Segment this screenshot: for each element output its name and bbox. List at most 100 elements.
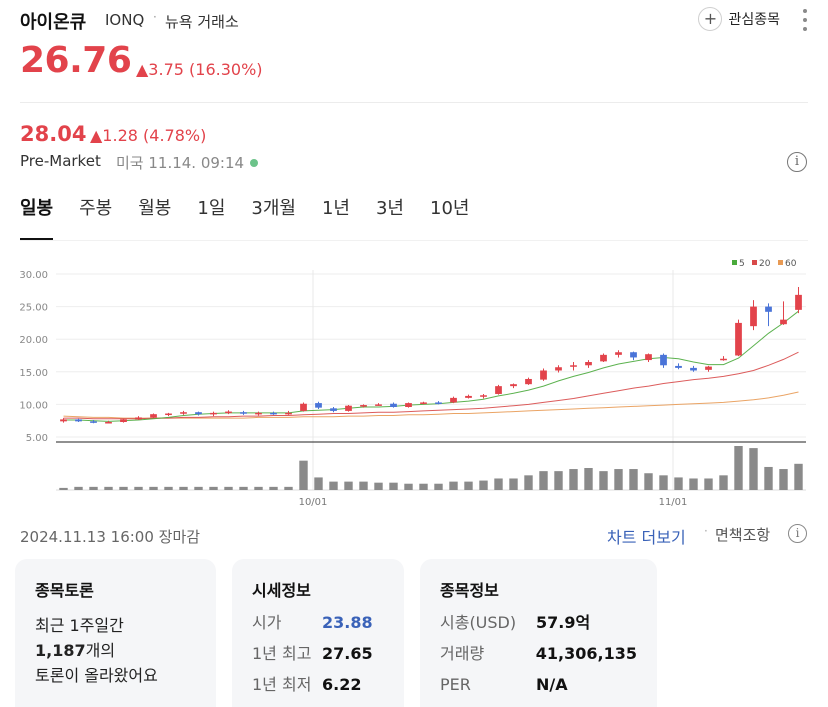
x-tick-label: 10/01 [299, 497, 328, 508]
tab-daily[interactable]: 일봉 [20, 194, 54, 240]
separator-dot: · [153, 10, 157, 24]
y-tick-label: 25.00 [19, 303, 48, 314]
volume-bar [314, 477, 323, 490]
more-options-icon[interactable] [802, 9, 808, 31]
separator-dot: · [704, 524, 708, 538]
volume-bar [74, 486, 83, 490]
volume-bar [494, 478, 503, 490]
candle-body [315, 403, 322, 408]
market-cap-label: 시총(USD) [440, 613, 517, 632]
stock-info-card: 종목정보 시총(USD) 57.9억 거래량 41,306,135 PER N/… [420, 559, 657, 707]
tab-3month[interactable]: 3개월 [251, 198, 296, 219]
tabs-divider [20, 240, 808, 241]
volume-bar [179, 486, 188, 490]
tab-1year[interactable]: 1년 [321, 198, 350, 219]
candle-body [270, 412, 277, 415]
period-tabs: 일봉 주봉 월봉 1일 3개월 1년 3년 10년 [20, 194, 495, 240]
stock-header: 아이온큐 IONQ · 뉴욕 거래소 + 관심종목 [20, 6, 808, 34]
candle-body [480, 395, 487, 397]
candle-body [660, 354, 667, 366]
candle-body [195, 412, 202, 415]
candle-body [765, 306, 772, 312]
add-watchlist-button[interactable]: + 관심종목 [698, 6, 780, 32]
candle-body [285, 412, 292, 415]
candle-body [750, 306, 757, 327]
legend-label: 60 [785, 259, 797, 269]
volume-bar [479, 480, 488, 490]
market-info-title: 시세정보 [252, 581, 311, 600]
volume-bar [584, 468, 593, 490]
volume-bar [239, 486, 248, 490]
candle-body [75, 419, 82, 422]
volume-bar [719, 475, 728, 490]
volume-label: 거래량 [440, 644, 485, 663]
volume-bar [554, 471, 563, 490]
watchlist-label: 관심종목 [728, 12, 780, 28]
legend-label: 5 [739, 259, 745, 269]
tab-3year[interactable]: 3년 [375, 198, 404, 219]
divider [20, 102, 808, 103]
volume-bar [149, 486, 158, 490]
premarket-label: Pre-Market [20, 152, 101, 170]
stock-chart[interactable]: 30.00 25.00 20.00 15.00 10.00 5.00 10/01 11/01 5… [0, 252, 828, 514]
volume-bar [449, 481, 458, 490]
stock-ticker: IONQ [105, 11, 145, 29]
volume-bar [89, 486, 98, 490]
live-status-dot [250, 158, 259, 167]
candle-body [735, 322, 742, 356]
candle-body [780, 319, 787, 325]
volume-bar [419, 483, 428, 490]
candle-body [570, 365, 577, 367]
ma5-line [63, 310, 799, 422]
disclaimer-link[interactable]: 면책조항 [715, 526, 771, 544]
per-value: N/A [536, 675, 568, 694]
candle-body [90, 421, 97, 423]
premarket-change: ▲1.28 (4.78%) [90, 126, 207, 145]
volume-bar [404, 483, 413, 490]
plus-icon: + [698, 7, 723, 31]
tab-monthly[interactable]: 월봉 [138, 198, 172, 219]
discussion-card[interactable]: 종목토론 최근 1주일간 1,187개의 토론이 올라왔어요 [15, 559, 216, 707]
premarket-time-text: 미국 11.14. 09:14 [116, 154, 245, 172]
info-icon[interactable]: i [787, 152, 807, 172]
candle-body [795, 294, 802, 310]
stock-name: 아이온큐 [20, 12, 87, 33]
tab-weekly[interactable]: 주봉 [79, 198, 113, 219]
chart-more-link[interactable]: 차트 더보기 [607, 528, 686, 547]
legend-label: 20 [759, 259, 771, 269]
volume-bar [374, 482, 383, 490]
volume-bar [674, 477, 683, 490]
exchange-name: 뉴욕 거래소 [165, 13, 239, 31]
volume-bar [629, 469, 638, 490]
tab-1day[interactable]: 1일 [197, 198, 226, 219]
info-icon[interactable]: i [788, 524, 807, 543]
per-row: PER N/A [440, 675, 637, 695]
volume-bar [644, 473, 653, 490]
market-info-card: 시세정보 시가 23.88 1년 최고 27.65 1년 최저 6.22 [232, 559, 404, 707]
candle-body [345, 405, 352, 411]
volume-bar [659, 475, 668, 490]
candle-body [525, 378, 532, 385]
volume-bar [614, 469, 623, 490]
ma60-line [63, 391, 799, 419]
ma20-line [63, 351, 799, 420]
candle-body [360, 405, 367, 407]
candle-body [210, 412, 217, 415]
candle-body [240, 412, 247, 414]
volume-bar [779, 469, 788, 490]
volume-bar [389, 482, 398, 490]
volume-bar [299, 460, 308, 490]
volume-bar [254, 486, 263, 490]
volume-bar [284, 486, 293, 490]
candle-body [375, 404, 382, 406]
tab-10year[interactable]: 10년 [430, 198, 470, 219]
candle-body [540, 370, 547, 380]
legend-swatch [732, 260, 737, 265]
x-tick-label: 11/01 [659, 497, 688, 508]
discussion-title: 종목토론 [35, 581, 94, 600]
volume-bar [224, 486, 233, 490]
volume-bar [119, 486, 128, 490]
volume-bar [104, 486, 113, 490]
volume-bar [134, 486, 143, 490]
price-change: ▲3.75 (16.30%) [136, 60, 263, 79]
